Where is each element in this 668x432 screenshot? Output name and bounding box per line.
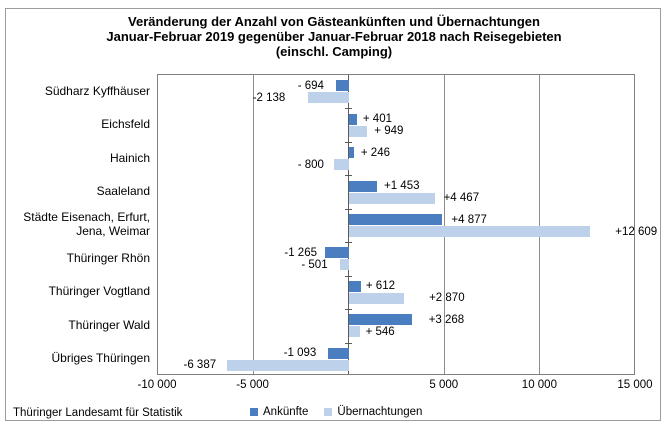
value-label: + 546 xyxy=(365,325,395,338)
plot-area: - 694 -2 138 + 401 + 949 + 246 - 800 +1 453 +4 … xyxy=(157,74,657,375)
value-label: +1 453 xyxy=(384,180,420,193)
category-tick xyxy=(345,309,353,310)
value-label: + 949 xyxy=(374,125,404,138)
legend-item-ankuenfte: Ankünfte xyxy=(250,406,308,418)
value-label: +4 467 xyxy=(443,192,480,205)
bar-ankuenfte xyxy=(325,247,350,259)
x-tick-label: -5 000 xyxy=(236,379,269,391)
chart-title-line-2: Januar-Februar 2019 gegenüber Januar-Feb… xyxy=(106,29,562,44)
category-label: Hainich xyxy=(109,150,150,165)
category-tick xyxy=(345,276,353,277)
gridline xyxy=(443,75,445,374)
chart-title: Veränderung der Anzahl von Gästeankünfte… xyxy=(10,14,658,59)
category-tick xyxy=(345,242,353,243)
bar-ankuenfte xyxy=(335,80,350,92)
zero-axis-line xyxy=(348,75,350,374)
value-label: -2 138 xyxy=(252,91,286,104)
value-label: -6 387 xyxy=(183,359,217,372)
category-label: Südharz Kyffhäuser xyxy=(44,83,150,98)
bar-uebernachtungen xyxy=(349,125,368,137)
x-tick-label: -10 000 xyxy=(137,379,177,391)
x-tick-label: 10 000 xyxy=(521,379,557,391)
value-label: + 401 xyxy=(362,113,392,126)
chart-title-line-3: (einschl. Camping) xyxy=(275,44,393,59)
legend-marker-ankuenfte xyxy=(250,408,258,416)
bar-uebernachtungen xyxy=(349,326,360,338)
value-label: -1 265 xyxy=(284,246,317,259)
bar-uebernachtungen xyxy=(349,192,435,204)
category-tick xyxy=(345,343,353,344)
bar-uebernachtungen xyxy=(333,159,350,171)
category-label: Übriges Thüringen xyxy=(51,351,150,366)
category-tick xyxy=(345,209,353,210)
legend-marker-uebernachtungen xyxy=(324,408,333,416)
category-tick xyxy=(345,175,353,176)
category-label: Städte Eisenach, Erfurt, Jena, Weimar xyxy=(23,210,150,239)
category-tick xyxy=(345,142,353,143)
gridline xyxy=(252,75,254,374)
category-tick xyxy=(345,108,353,109)
category-label: Saaleland xyxy=(96,183,150,198)
bar-ankuenfte xyxy=(349,147,354,159)
value-label: - 501 xyxy=(301,258,328,271)
category-label: Eichsfeld xyxy=(101,117,150,132)
category-label: Thüringer Wald xyxy=(68,317,150,332)
value-label: +2 870 xyxy=(429,292,465,305)
bar-ankuenfte xyxy=(349,314,412,326)
value-label: + 246 xyxy=(360,146,390,159)
value-label: +12 609 xyxy=(615,225,658,238)
value-label: - 800 xyxy=(297,158,324,171)
x-tick-label: 5 000 xyxy=(429,379,459,391)
bar-ankuenfte xyxy=(328,347,350,359)
legend-item-uebernachtungen: Übernachtungen xyxy=(324,406,422,418)
value-label: -1 093 xyxy=(283,347,317,360)
bar-uebernachtungen xyxy=(227,359,350,371)
value-label: +3 268 xyxy=(428,313,465,326)
gridline xyxy=(539,75,541,374)
bar-uebernachtungen xyxy=(339,259,350,271)
x-tick-label: 15 000 xyxy=(617,379,653,391)
value-label: - 694 xyxy=(297,79,324,92)
legend-label-ankuenfte: Ankünfte xyxy=(263,406,309,418)
value-label: +4 877 xyxy=(451,213,487,226)
legend-label-uebernachtungen: Übernachtungen xyxy=(337,406,423,418)
source-label: Thüringer Landesamt für Statistik xyxy=(13,407,183,419)
category-label: Thüringer Vogtland xyxy=(48,284,150,299)
legend: Ankünfte Übernachtungen xyxy=(250,406,422,418)
bar-uebernachtungen xyxy=(349,292,405,304)
bar-ankuenfte xyxy=(349,113,357,125)
bar-ankuenfte xyxy=(349,180,377,192)
chart-title-line-1: Veränderung der Anzahl von Gästeankünfte… xyxy=(128,14,540,29)
value-label: + 612 xyxy=(365,280,395,293)
bar-ankuenfte xyxy=(349,280,361,292)
bar-uebernachtungen xyxy=(349,226,591,237)
bar-uebernachtungen xyxy=(308,92,350,104)
bar-ankuenfte xyxy=(349,214,443,225)
category-label: Thüringer Rhön xyxy=(66,250,150,265)
